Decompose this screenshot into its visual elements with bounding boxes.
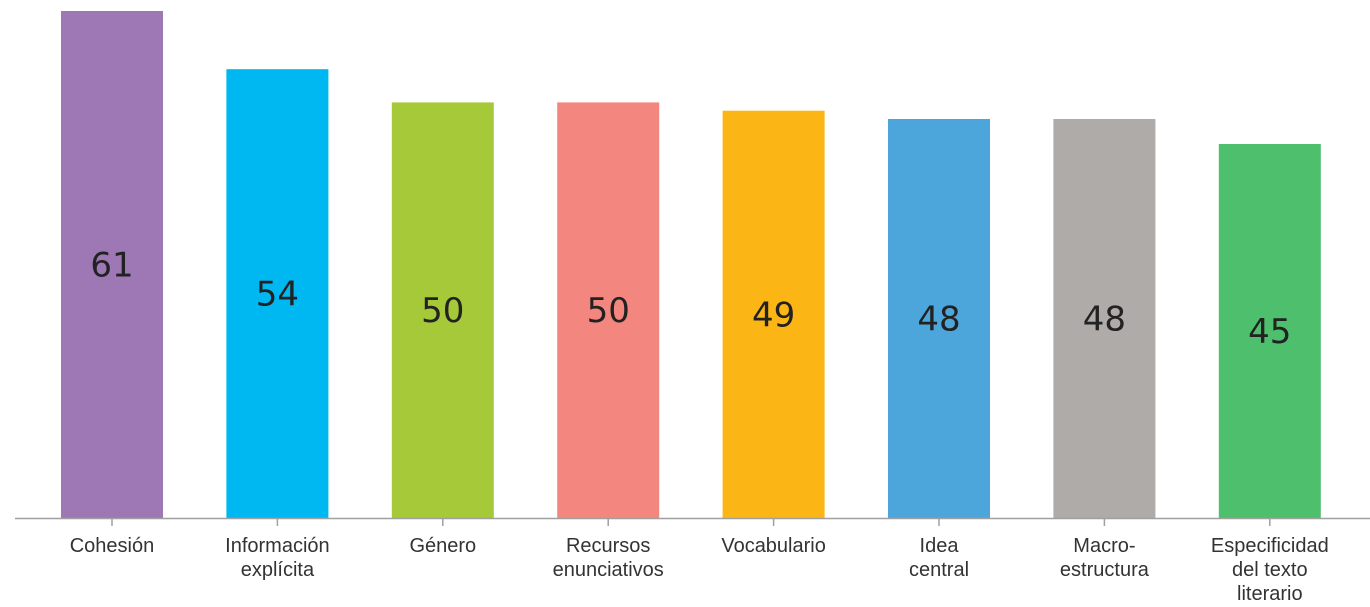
x-tick-label-3: Género [409,535,476,557]
bar-value-label-3: 50 [421,291,464,331]
bar-value-label-1: 61 [90,246,133,286]
x-tick-label-8: Especificidad del texto literario [1211,535,1329,605]
x-tick-label-6: Idea central [909,535,969,581]
x-tick-label-4: Recursos enunciativos [553,535,664,581]
bars-group [61,11,1321,519]
bar-value-label-4: 50 [587,291,630,331]
bar-value-label-7: 48 [1083,300,1126,340]
bar-6 [888,119,990,518]
bar-3 [391,102,494,519]
bar-8 [1218,144,1321,518]
bar-1 [61,11,163,518]
x-tick-label-7: Macro-estructura [1060,535,1150,581]
bar-value-labels: 61 54 50 50 49 48 48 45 [90,246,1291,353]
bar-2 [226,69,329,518]
bar-value-label-2: 54 [256,275,299,315]
x-tick-label-1: Cohesión [70,535,155,557]
bar-5 [722,110,825,518]
bar-7 [1053,119,1156,518]
bar-value-label-8: 45 [1248,312,1291,352]
bar-value-label-6: 48 [917,300,960,340]
bar-4 [557,102,660,519]
x-tick-label-2: Información explícita [225,535,330,581]
bar-value-label-5: 49 [752,295,795,335]
x-axis-tick-labels: Cohesión Información explícita Género Recurs… [70,535,1329,605]
x-tick-label-5: Vocabulario [721,535,826,557]
x-axis-ticks [111,518,1271,526]
